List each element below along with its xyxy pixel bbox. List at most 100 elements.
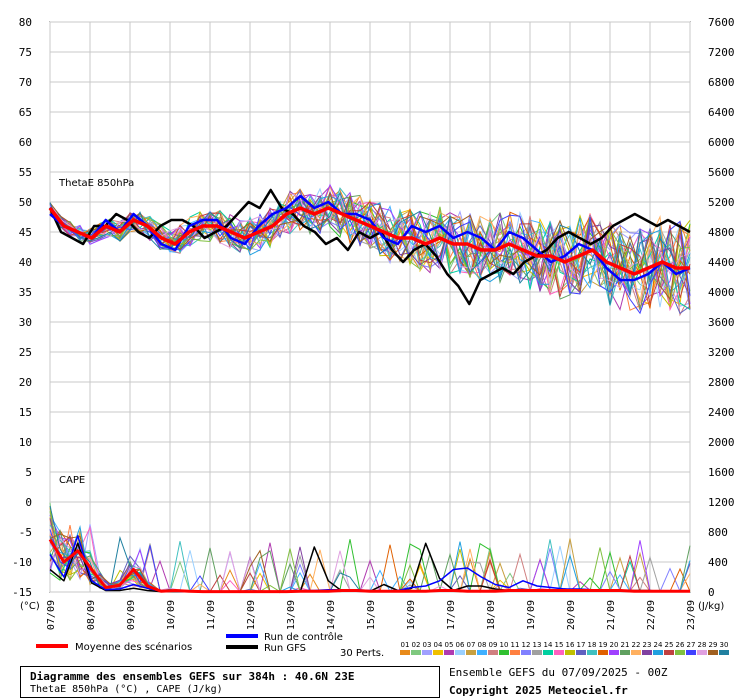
perturbation-number: 16 (566, 641, 575, 649)
perturbation-swatch (587, 650, 597, 655)
right-tick-label: 6400 (708, 106, 735, 119)
date-label: 21/09 (606, 600, 617, 630)
run-info: Ensemble GEFS du 07/09/2025 - 00Z (449, 666, 668, 679)
title-box: Diagramme des ensembles GEFS sur 384h : … (20, 666, 440, 698)
right-tick-label: 800 (708, 526, 728, 539)
right-tick-label: 7600 (708, 16, 735, 29)
perturbation-number: 04 (434, 641, 443, 649)
perturbations-label: 30 Perts. (340, 648, 384, 659)
perturbation-number: 21 (621, 641, 630, 649)
perturbation-swatch (532, 650, 542, 655)
perturbation-number: 08 (478, 641, 487, 649)
perturbation-number: 19 (599, 641, 608, 649)
date-label: 20/09 (566, 600, 577, 630)
right-tick-label: 6800 (708, 76, 735, 89)
date-label: 19/09 (526, 600, 537, 630)
right-tick-label: 3600 (708, 316, 735, 329)
perturbation-swatch (400, 650, 410, 655)
perturbation-swatch (675, 650, 685, 655)
legend-mean-label: Moyenne des scénarios (75, 641, 192, 653)
date-label: 13/09 (286, 600, 297, 630)
date-label: 12/09 (246, 600, 257, 630)
perturbation-swatch (631, 650, 641, 655)
date-label: 14/09 (326, 600, 337, 630)
perturbation-number: 27 (687, 641, 696, 649)
cape-pert-line (49, 537, 691, 593)
perturbation-number: 20 (610, 641, 619, 649)
right-tick-label: 2000 (708, 436, 735, 449)
left-tick-label: 50 (19, 196, 32, 209)
perturbation-number: 29 (709, 641, 718, 649)
legend-control-label: Run de contrôle (264, 631, 343, 643)
date-label: 09/09 (126, 600, 137, 630)
left-tick-label: 0 (25, 496, 32, 509)
date-label: 15/09 (366, 600, 377, 630)
perturbation-swatch (719, 650, 729, 655)
perturbation-number: 24 (654, 641, 663, 649)
left-axis-unit: (°C) (20, 601, 40, 612)
right-tick-label: 1600 (708, 466, 735, 479)
perturbation-swatch (576, 650, 586, 655)
chart-subtitle: ThetaE 850hPa (°C) , CAPE (J/kg) (30, 684, 223, 695)
date-label: 18/09 (486, 600, 497, 630)
left-tick-label: 70 (19, 76, 32, 89)
perturbation-number: 18 (588, 641, 597, 649)
perturbation-number: 25 (665, 641, 674, 649)
thetae-mean-line (48, 206, 690, 276)
right-tick-label: 7200 (708, 46, 735, 59)
perturbation-swatch (455, 650, 465, 655)
perturbation-swatch (488, 650, 498, 655)
right-tick-label: 0 (708, 586, 715, 599)
perturbation-swatch (554, 650, 564, 655)
chart-title: Diagramme des ensembles GEFS sur 384h : … (30, 670, 355, 683)
perturbation-swatch (543, 650, 553, 655)
perturbation-number: 09 (489, 641, 498, 649)
perturbation-swatch (433, 650, 443, 655)
perturbation-number: 02 (412, 641, 421, 649)
left-tick-label: 45 (19, 226, 32, 239)
date-label: 08/09 (86, 600, 97, 630)
right-tick-label: 4400 (708, 256, 735, 269)
left-tick-label: 25 (19, 346, 32, 359)
perturbation-swatch (708, 650, 718, 655)
left-tick-label: 30 (19, 316, 32, 329)
perturbation-number: 10 (500, 641, 509, 649)
perturbation-swatch (664, 650, 674, 655)
left-tick-label: 40 (19, 256, 32, 269)
left-tick-label: 60 (19, 136, 32, 149)
left-tick-label: 55 (19, 166, 32, 179)
perturbation-swatch (411, 650, 421, 655)
right-tick-label: 4800 (708, 226, 735, 239)
perturbation-number: 22 (632, 641, 641, 649)
right-tick-label: 5200 (708, 196, 735, 209)
left-tick-label: 80 (19, 16, 32, 29)
perturbation-swatch (686, 650, 696, 655)
right-tick-label: 5600 (708, 166, 735, 179)
left-tick-label: 65 (19, 106, 32, 119)
perturbation-swatch (697, 650, 707, 655)
right-tick-label: 2800 (708, 376, 735, 389)
thetae-panel-label: ThetaE 850hPa (58, 178, 134, 189)
perturbation-number: 06 (456, 641, 465, 649)
left-tick-label: 35 (19, 286, 32, 299)
right-axis-unit: (J/kg) (698, 601, 724, 612)
perturbation-swatch (620, 650, 630, 655)
perturbation-number: 23 (643, 641, 652, 649)
perturbation-number: 15 (555, 641, 564, 649)
perturbation-number: 26 (676, 641, 685, 649)
perturbation-number: 13 (533, 641, 542, 649)
left-tick-label: -10 (12, 556, 32, 569)
perturbation-number: 14 (544, 641, 553, 649)
thetae-pert-line (49, 191, 691, 303)
right-tick-label: 400 (708, 556, 728, 569)
perturbation-swatch (521, 650, 531, 655)
perturbation-number: 07 (467, 641, 476, 649)
left-tick-label: 75 (19, 46, 32, 59)
right-tick-label: 3200 (708, 346, 735, 359)
date-label: 17/09 (446, 600, 457, 630)
perturbation-number: 11 (511, 641, 520, 649)
left-tick-label: -5 (19, 526, 32, 539)
perturbation-swatch (653, 650, 663, 655)
perturbation-number: 12 (522, 641, 531, 649)
